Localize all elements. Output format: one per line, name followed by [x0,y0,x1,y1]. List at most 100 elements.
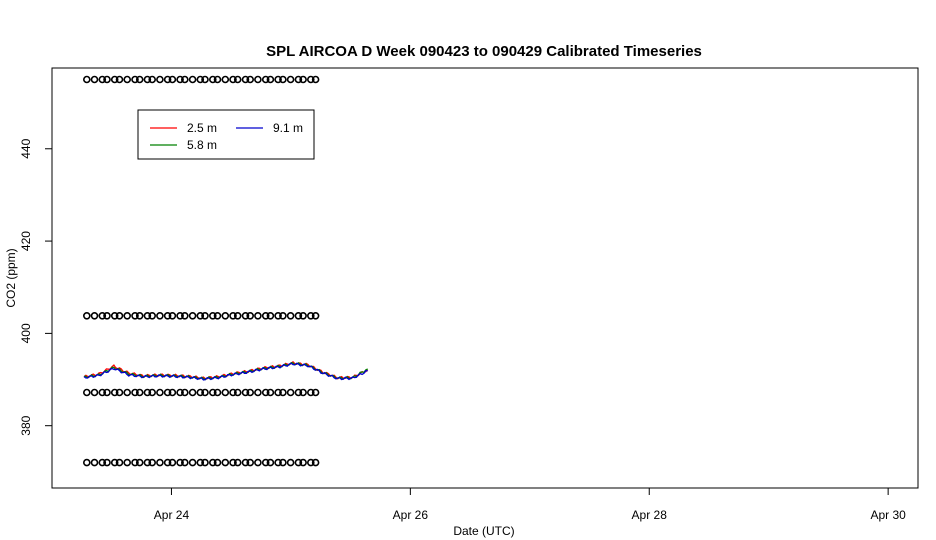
reference-point [168,311,177,320]
reference-point [221,388,230,397]
reference-point [274,311,282,320]
reference-point [90,311,99,320]
reference-point [148,458,156,467]
reference-point [221,458,230,467]
reference-point [123,311,131,320]
plot-frame [51,67,919,489]
reference-point [246,75,254,84]
reference-point [306,388,315,397]
y-axis: 380 400 420 440 [19,138,52,436]
reference-point [266,311,275,320]
reference-point [241,75,250,84]
reference-point [163,458,172,467]
reference-point [241,388,250,397]
reference-point [90,458,99,467]
reference-point [201,311,209,320]
reference-point [110,388,119,397]
reference-point [110,458,119,467]
reference-point [148,388,156,397]
reference-point [188,388,197,397]
reference-point [261,75,270,84]
reference-point [181,458,189,467]
reference-point [98,388,107,397]
reference-point [98,75,107,84]
reference-point [261,388,270,397]
reference-point [209,75,217,84]
reference-point [168,458,177,467]
reference-point [311,388,320,397]
reference-point [131,458,139,467]
reference-point [209,311,217,320]
reference-point [83,311,91,320]
x-tick-label: Apr 28 [632,508,668,522]
reference-point [266,458,275,467]
reference-point [306,458,315,467]
reference-point [156,311,164,320]
reference-point [163,75,172,84]
reference-point [254,311,262,320]
reference-point [294,458,303,467]
reference-point [233,75,242,84]
reference-point [196,75,205,84]
reference-point [229,458,237,467]
chart-title: SPL AIRCOA D Week 090423 to 090429 Calib… [266,43,702,60]
reference-point [279,458,287,467]
reference-point [188,311,197,320]
y-tick-label: 380 [19,415,33,435]
reference-point [131,311,139,320]
reference-point [188,75,197,84]
reference-point [213,388,222,397]
reference-point [311,311,320,320]
reference-point [246,458,254,467]
reference-point [143,311,152,320]
reference-point [135,75,144,84]
reference-point [229,75,237,84]
x-tick-label: Apr 24 [154,508,190,522]
x-tick-label: Apr 30 [870,508,906,522]
reference-point [294,75,303,84]
reference-point [201,458,209,467]
reference-point [110,311,119,320]
reference-point [176,75,184,84]
reference-point [229,311,237,320]
reference-point [201,75,209,84]
reference-point [176,458,184,467]
reference-point [135,388,144,397]
legend-box [137,109,315,160]
reference-point [176,388,184,397]
reference-point [274,458,282,467]
reference-point [201,388,209,397]
reference-point [254,458,262,467]
reference-point [123,75,131,84]
reference-point [221,75,230,84]
y-tick-label: 400 [19,323,33,343]
reference-point [115,311,124,320]
reference-point [110,75,119,84]
reference-point [279,311,287,320]
reference-point [299,388,307,397]
reference-point [261,311,270,320]
reference-point [115,388,124,397]
series-lines [83,360,369,381]
reference-point [83,388,91,397]
reference-point [261,458,270,467]
reference-point [254,388,262,397]
reference-point [163,388,172,397]
reference-point [221,311,230,320]
reference-point [176,311,184,320]
reference-point [233,311,242,320]
reference-point [241,311,250,320]
reference-point [286,458,295,467]
reference-point [286,388,295,397]
reference-point [299,458,307,467]
reference-point [274,388,282,397]
reference-point [306,311,315,320]
x-tick-label: Apr 26 [393,508,429,522]
legend-label: 5.8 m [187,138,217,152]
reference-point [279,388,287,397]
reference-point [98,458,107,467]
reference-point [90,388,99,397]
reference-point [115,458,124,467]
y-tick-label: 420 [19,231,33,251]
